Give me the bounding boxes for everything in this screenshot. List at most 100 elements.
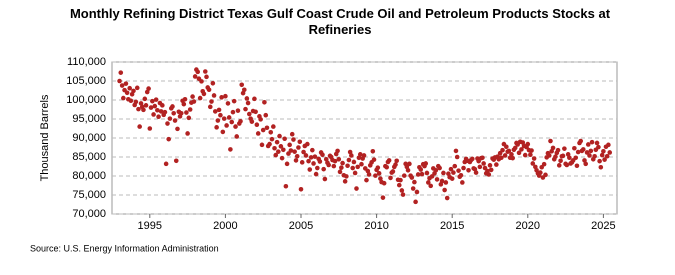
- point: [602, 157, 607, 162]
- point: [167, 116, 173, 121]
- point: [405, 168, 411, 173]
- point: [337, 169, 343, 175]
- point: [225, 101, 231, 106]
- point: [204, 74, 209, 80]
- point: [396, 182, 402, 188]
- point: [182, 96, 188, 102]
- point: [211, 93, 217, 98]
- point: [564, 162, 570, 168]
- point: [604, 153, 610, 159]
- point: [254, 122, 260, 127]
- point: [476, 158, 481, 164]
- point: [123, 81, 129, 86]
- point: [313, 171, 319, 177]
- point: [375, 165, 381, 170]
- point: [199, 79, 204, 84]
- point: [311, 161, 316, 166]
- point: [585, 142, 591, 147]
- point: [293, 158, 299, 163]
- point: [118, 70, 124, 75]
- point: [381, 180, 387, 186]
- point: [340, 160, 345, 166]
- point: [147, 126, 153, 131]
- point: [413, 199, 418, 205]
- point: [460, 180, 465, 185]
- point: [350, 165, 356, 171]
- point: [599, 152, 605, 158]
- point: [224, 123, 229, 128]
- point: [386, 158, 392, 163]
- point: [567, 155, 572, 161]
- point: [589, 139, 595, 145]
- point: [170, 104, 175, 109]
- point: [185, 131, 190, 136]
- point: [137, 124, 142, 129]
- point: [279, 155, 285, 161]
- source: Source: U.S. Energy Information Administ…: [30, 243, 219, 253]
- point: [321, 166, 326, 172]
- point: [562, 146, 567, 151]
- point: [410, 186, 416, 191]
- point: [143, 103, 149, 108]
- point: [434, 177, 440, 182]
- point: [133, 99, 139, 105]
- point: [424, 170, 430, 176]
- point: [288, 148, 294, 153]
- point: [366, 172, 372, 177]
- point: [583, 161, 589, 167]
- point: [506, 148, 512, 154]
- point: [504, 144, 509, 150]
- point: [178, 111, 184, 116]
- point: [418, 167, 424, 172]
- point: [355, 164, 360, 170]
- point: [246, 111, 252, 117]
- point: [175, 126, 180, 132]
- point: [209, 99, 214, 104]
- point: [394, 158, 400, 164]
- point: [371, 157, 377, 162]
- point: [399, 188, 405, 193]
- point: [548, 138, 553, 144]
- point: [560, 153, 566, 159]
- point: [173, 158, 179, 164]
- y-tick-label: 70,000: [72, 208, 106, 220]
- point: [272, 145, 277, 151]
- point: [252, 96, 257, 102]
- point: [607, 150, 613, 155]
- point: [153, 97, 159, 102]
- point: [172, 118, 178, 123]
- x-tick-label: 1995: [138, 220, 162, 232]
- x-tick-label: 2020: [516, 220, 540, 232]
- point: [423, 161, 429, 166]
- point: [260, 127, 266, 133]
- point: [121, 95, 126, 101]
- point: [255, 131, 261, 136]
- point: [207, 104, 213, 110]
- point: [216, 107, 222, 113]
- point: [370, 149, 376, 154]
- point: [283, 183, 289, 189]
- point: [601, 149, 606, 154]
- point: [550, 145, 556, 151]
- point: [606, 142, 611, 148]
- point: [192, 74, 198, 79]
- point: [119, 83, 125, 88]
- point: [160, 103, 165, 108]
- point: [277, 133, 282, 139]
- point: [529, 148, 534, 153]
- point: [481, 161, 486, 166]
- point: [525, 141, 531, 147]
- point: [226, 115, 232, 120]
- point: [156, 114, 161, 120]
- point: [268, 130, 274, 135]
- point: [267, 141, 272, 147]
- point: [354, 186, 359, 191]
- point: [345, 163, 350, 169]
- point: [452, 163, 458, 169]
- y-tick-label: 75,000: [72, 189, 106, 201]
- point: [155, 107, 160, 113]
- point: [253, 109, 258, 115]
- point: [136, 106, 141, 112]
- point: [596, 144, 601, 150]
